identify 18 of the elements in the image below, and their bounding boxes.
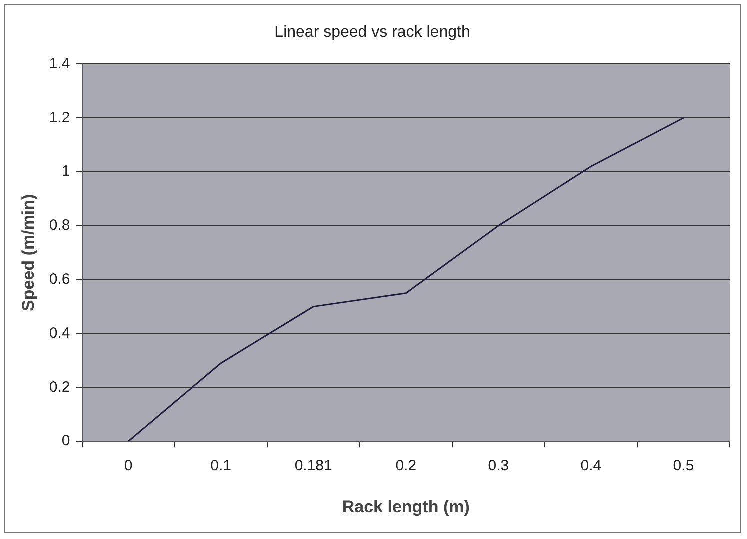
x-tick-label: 0.1 <box>210 458 232 475</box>
x-tick-label: 0.2 <box>396 458 417 475</box>
y-tick-label: 0.2 <box>49 378 70 396</box>
y-tick-label: 0.6 <box>49 271 70 288</box>
x-tick-label: 0.5 <box>673 458 694 475</box>
chart-title: Linear speed vs rack length <box>274 24 470 42</box>
x-tick-label: 0.181 <box>294 458 332 475</box>
y-tick-label: 0.4 <box>49 324 70 342</box>
x-axis-title: Rack length (m) <box>342 497 470 516</box>
x-tick-label: 0.4 <box>580 458 602 475</box>
y-tick-label: 1 <box>62 163 70 180</box>
y-tick-label: 1.2 <box>49 109 70 126</box>
x-tick-label: 0.3 <box>488 458 510 475</box>
x-tick-label: 0 <box>124 458 133 475</box>
y-tick-label: 0 <box>62 432 70 450</box>
y-tick-label: 0.8 <box>49 217 70 234</box>
y-tick-label: 1.4 <box>49 55 70 72</box>
y-axis-title: Speed (m/min) <box>18 194 38 312</box>
